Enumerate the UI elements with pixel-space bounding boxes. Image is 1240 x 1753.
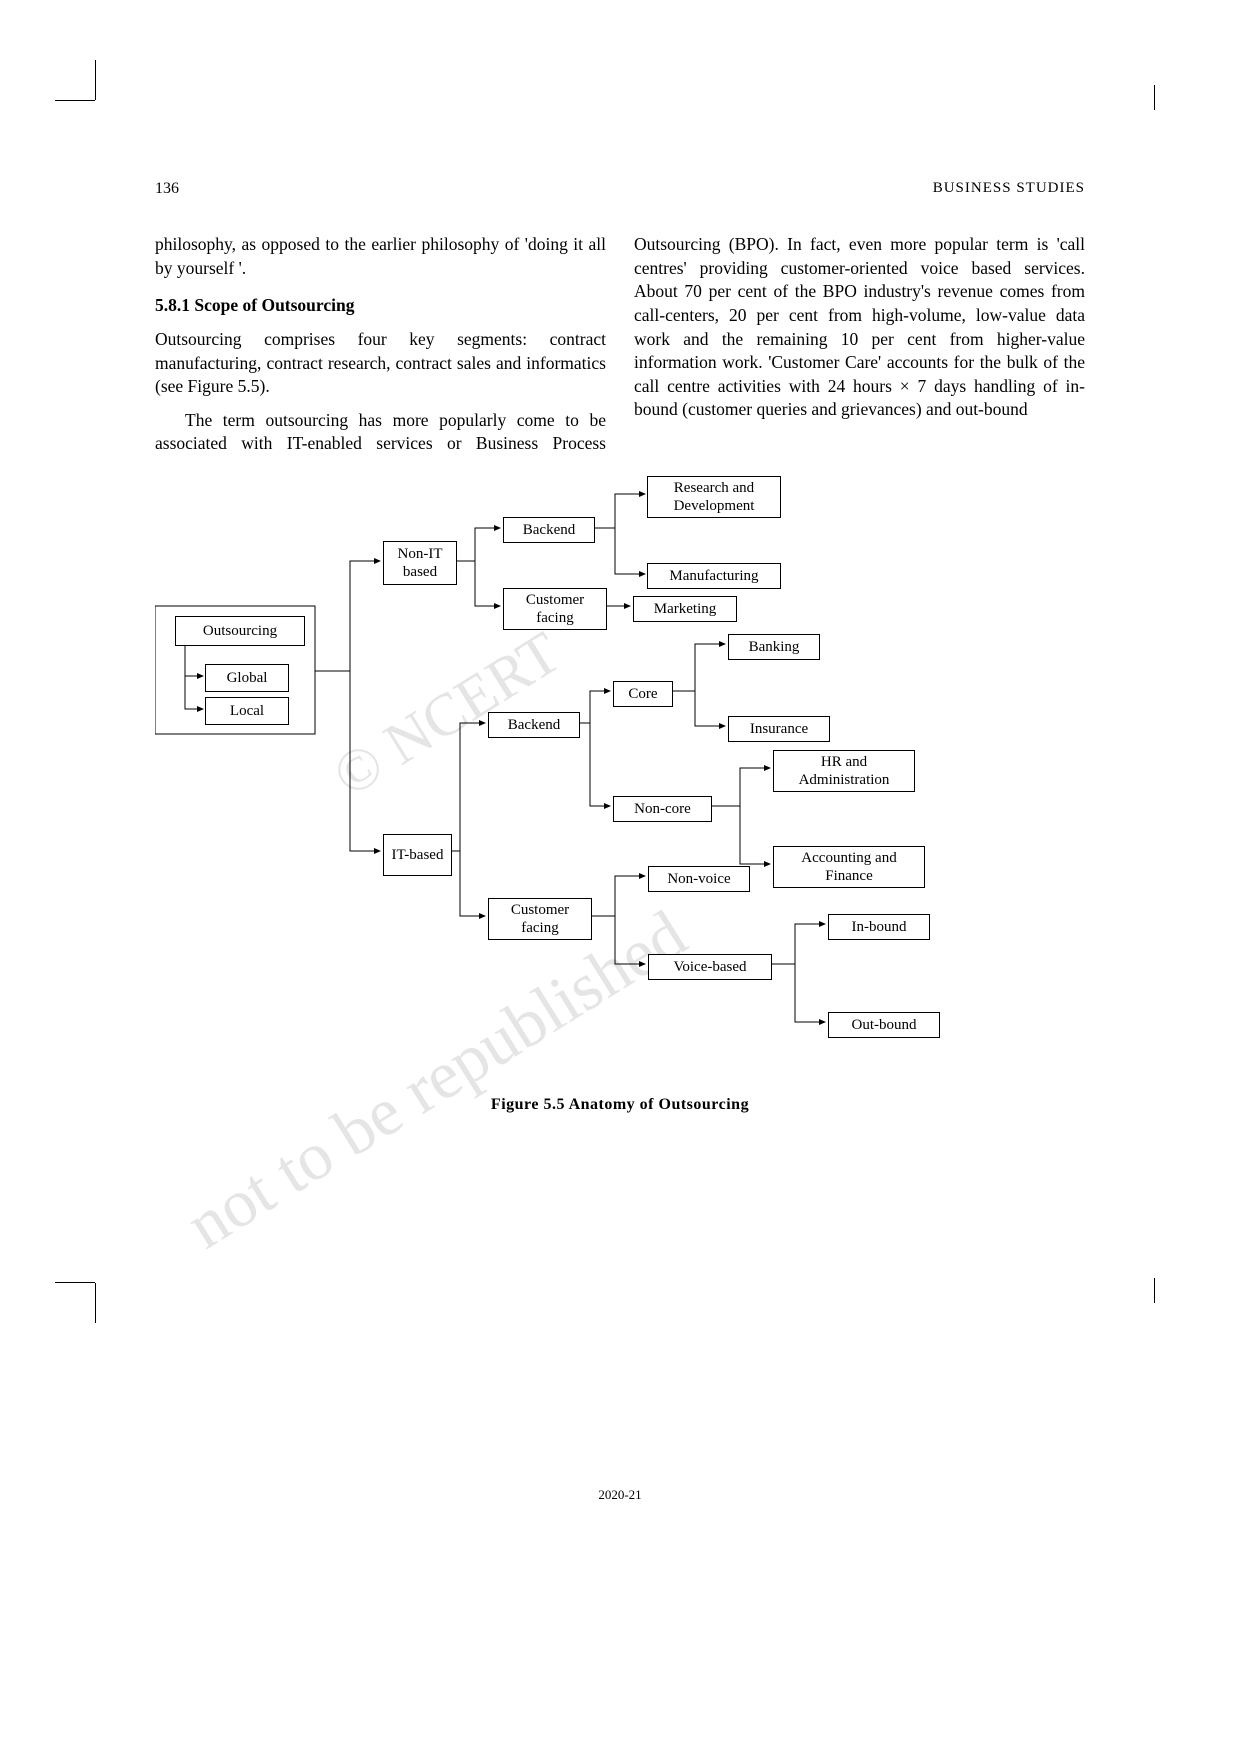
node-backend1: Backend	[503, 517, 595, 543]
book-title: BUSINESS STUDIES	[933, 180, 1085, 198]
section-title: 5.8.1 Scope of Outsourcing	[155, 294, 606, 318]
node-acct: Accounting and Finance	[773, 846, 925, 888]
node-insurance: Insurance	[728, 716, 830, 742]
node-it: IT-based	[383, 834, 452, 876]
node-backend2: Backend	[488, 712, 580, 738]
page-content: 136 BUSINESS STUDIES philosophy, as oppo…	[155, 180, 1085, 1114]
node-manuf: Manufacturing	[647, 563, 781, 589]
node-local: Local	[205, 697, 289, 725]
outsourcing-diagram: Outsourcing Global Local Non-IT based IT…	[155, 466, 1085, 1076]
node-cust1: Customer facing	[503, 588, 607, 630]
node-core: Core	[613, 681, 673, 707]
body-text: philosophy, as opposed to the earlier ph…	[155, 233, 1085, 456]
node-hr: HR and Administration	[773, 750, 915, 792]
node-noncore: Non-core	[613, 796, 712, 822]
node-voice: Voice-based	[648, 954, 772, 980]
page-number: 136	[155, 180, 179, 198]
node-outsourcing: Outsourcing	[175, 616, 305, 646]
node-global: Global	[205, 664, 289, 692]
page-header: 136 BUSINESS STUDIES	[155, 180, 1085, 198]
figure-caption: Figure 5.5 Anatomy of Outsourcing	[155, 1096, 1085, 1114]
node-nonit: Non-IT based	[383, 541, 457, 585]
node-outbound: Out-bound	[828, 1012, 940, 1038]
node-banking: Banking	[728, 634, 820, 660]
footer-year: 2020-21	[0, 1487, 1240, 1503]
node-cust2: Customer facing	[488, 898, 592, 940]
node-nonvoice: Non-voice	[648, 866, 750, 892]
para-1: Outsourcing comprises four key segments:…	[155, 328, 606, 399]
node-marketing: Marketing	[633, 596, 737, 622]
node-inbound: In-bound	[828, 914, 930, 940]
lead-in-text: philosophy, as opposed to the earlier ph…	[155, 233, 606, 280]
node-rnd: Research and Development	[647, 476, 781, 518]
